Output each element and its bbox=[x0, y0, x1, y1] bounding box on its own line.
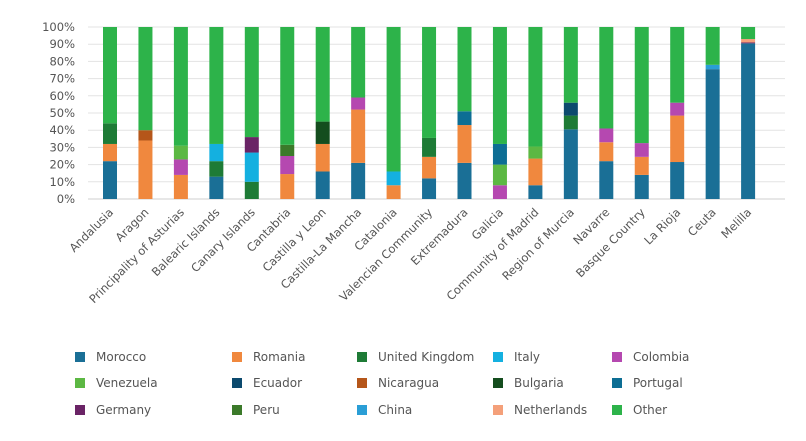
bar-segment-other bbox=[103, 27, 117, 124]
bar-segment-germany bbox=[244, 137, 259, 153]
bar-segment-romania bbox=[138, 140, 153, 199]
bar-segment-other bbox=[173, 27, 188, 146]
bar-segment-china bbox=[705, 64, 720, 70]
bar-segment-portugal bbox=[457, 111, 472, 126]
bar-segment-united-kingdom bbox=[422, 137, 437, 157]
y-tick-label: 10% bbox=[49, 175, 75, 189]
bar-segment-colombia bbox=[670, 102, 685, 116]
bar-segment-morocco bbox=[422, 178, 437, 199]
bar-segment-other bbox=[138, 27, 153, 131]
bar-segment-romania bbox=[173, 174, 188, 199]
bar-segment-venezuela bbox=[492, 164, 507, 186]
bar-segment-other bbox=[386, 27, 401, 172]
bar-segment-united-kingdom bbox=[244, 181, 259, 199]
bar-segment-romania bbox=[670, 115, 685, 163]
bar-segment-united-kingdom bbox=[103, 123, 117, 144]
x-tick-label: Ceuta bbox=[685, 205, 719, 239]
bar-segment-romania bbox=[386, 185, 401, 199]
bar-segment-other bbox=[634, 27, 649, 144]
y-tick-label: 60% bbox=[49, 89, 75, 103]
bar-segment-morocco bbox=[315, 171, 330, 199]
bar-segment-venezuela bbox=[173, 145, 188, 160]
bar-segment-other bbox=[528, 27, 543, 147]
bar-segment-other bbox=[492, 27, 507, 144]
bar-segment-other bbox=[209, 27, 224, 144]
bar-segment-other bbox=[705, 27, 720, 65]
bar-segment-united-kingdom bbox=[209, 161, 224, 177]
y-tick-label: 0% bbox=[57, 192, 75, 206]
bar-segment-peru bbox=[280, 144, 295, 156]
bar-segment-colombia bbox=[351, 97, 366, 110]
bar-segment-morocco bbox=[351, 162, 366, 199]
bar-segment-venezuela bbox=[528, 146, 543, 159]
bar-segment-portugal bbox=[492, 143, 507, 165]
bar-segment-italy bbox=[209, 143, 224, 162]
bar-segment-other bbox=[563, 27, 578, 103]
x-tick-label: Melilla bbox=[718, 205, 754, 241]
bar-segment-other bbox=[280, 27, 295, 145]
bar-segment-netherlands bbox=[741, 39, 756, 43]
bar-segment-morocco bbox=[599, 161, 614, 199]
bar-segment-bulgaria bbox=[315, 121, 330, 144]
bar-segment-morocco bbox=[457, 162, 472, 199]
bar-segment-ecuador bbox=[563, 102, 578, 116]
bar-segment-romania bbox=[422, 156, 437, 179]
bar-segment-romania bbox=[103, 143, 117, 162]
y-tick-label: 30% bbox=[49, 140, 75, 154]
bar-segment-romania bbox=[599, 142, 614, 162]
bar-segment-other bbox=[315, 27, 330, 122]
y-tick-label: 20% bbox=[49, 158, 75, 172]
bar-segment-germany bbox=[741, 42, 756, 44]
bar-segment-morocco bbox=[705, 69, 720, 199]
bar-segment-united-kingdom bbox=[563, 115, 578, 130]
bar-segment-other bbox=[351, 27, 366, 98]
bar-segment-nicaragua bbox=[138, 130, 153, 141]
bar-segment-romania bbox=[315, 143, 330, 172]
bar-segment-italy bbox=[244, 152, 259, 182]
y-axis-ticks: 0% 10% 20% 30% 40% 50% 60% 70% 80% 90% 100% bbox=[42, 20, 75, 206]
bar-segment-morocco bbox=[634, 174, 649, 199]
bar-segment-italy bbox=[386, 171, 401, 186]
bar-segment-romania bbox=[528, 158, 543, 186]
bar-segment-romania bbox=[634, 156, 649, 175]
bar-segment-morocco bbox=[741, 43, 756, 200]
bar-segment-colombia bbox=[599, 128, 614, 143]
bar-segment-romania bbox=[280, 174, 295, 199]
bar-segment-romania bbox=[351, 109, 366, 163]
bar-segment-morocco bbox=[103, 161, 117, 199]
y-tick-label: 80% bbox=[49, 54, 75, 68]
bar-segment-other bbox=[670, 27, 685, 103]
bars bbox=[103, 27, 756, 200]
x-tick-label: La Rioja bbox=[641, 205, 683, 247]
y-tick-label: 40% bbox=[49, 123, 75, 137]
bar-segment-romania bbox=[457, 125, 472, 163]
bar-segment-other bbox=[244, 27, 259, 138]
bar-segment-morocco bbox=[209, 176, 224, 199]
bar-segment-colombia bbox=[492, 185, 507, 199]
y-tick-label: 100% bbox=[42, 20, 75, 34]
x-tick-label: Andalusia bbox=[66, 205, 116, 255]
bar-segment-other bbox=[457, 27, 472, 112]
bar-segment-other bbox=[422, 27, 437, 138]
bar-segment-morocco bbox=[528, 185, 543, 199]
gridlines bbox=[88, 26, 785, 200]
bar-segment-morocco bbox=[670, 162, 685, 199]
y-tick-label: 90% bbox=[49, 37, 75, 51]
bar-segment-other bbox=[741, 27, 756, 40]
y-tick-label: 50% bbox=[49, 106, 75, 120]
bar-segment-colombia bbox=[634, 143, 649, 157]
bar-segment-colombia bbox=[280, 156, 295, 175]
bar-segment-colombia bbox=[173, 159, 188, 175]
bar-segment-other bbox=[599, 27, 614, 129]
bar-segment-morocco bbox=[563, 129, 578, 199]
y-tick-label: 70% bbox=[49, 72, 75, 86]
